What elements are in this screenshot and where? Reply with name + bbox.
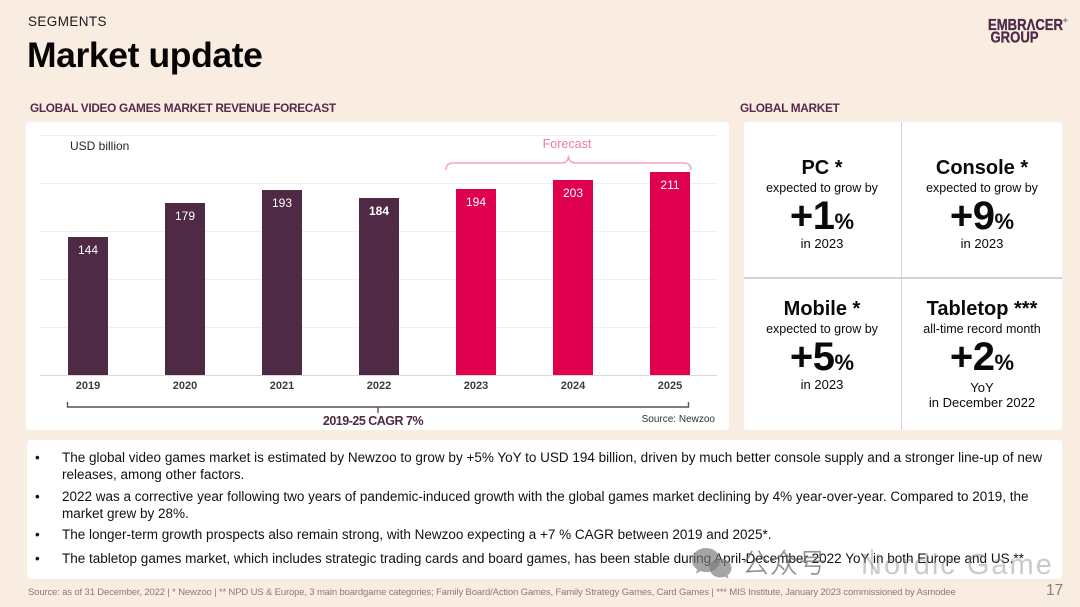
- svg-text:GROUP: GROUP: [991, 30, 1039, 47]
- svg-text:EMBRΛCER: EMBRΛCER: [988, 17, 1063, 34]
